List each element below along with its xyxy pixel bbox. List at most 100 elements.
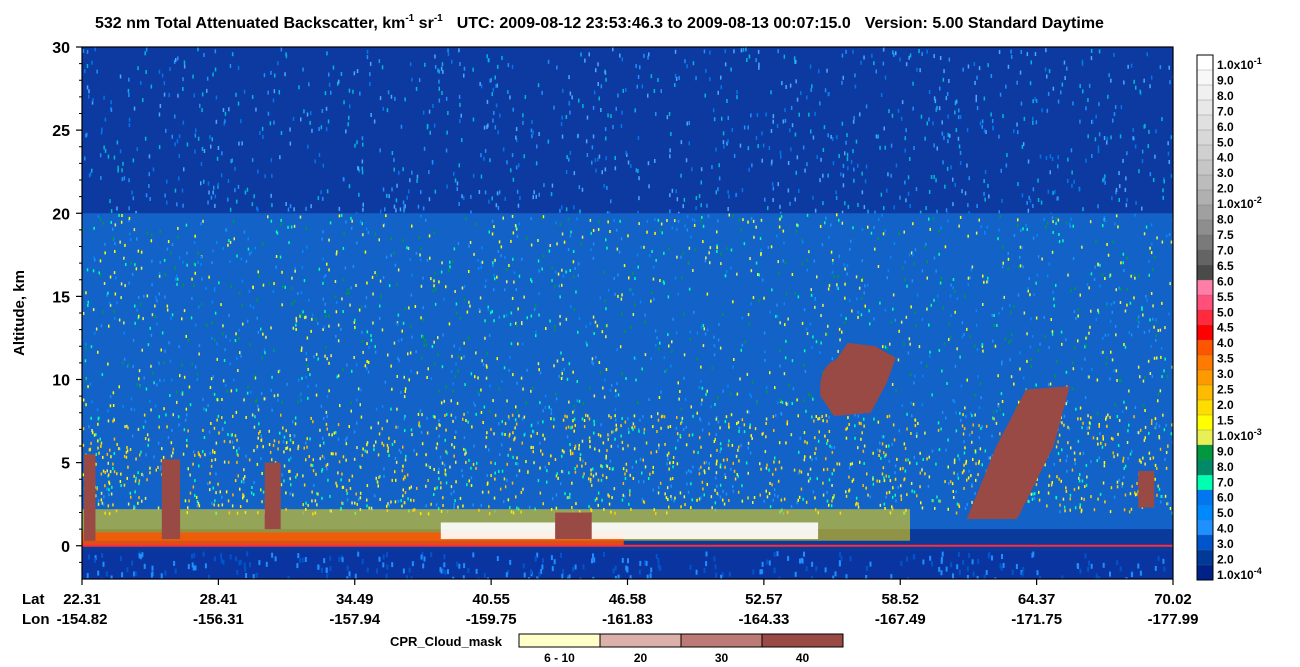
noise-speck — [698, 386, 701, 389]
noise-speck — [485, 376, 488, 380]
noise-speck — [992, 126, 994, 131]
noise-speck — [376, 568, 378, 574]
noise-speck — [406, 195, 408, 200]
noise-speck — [320, 125, 323, 130]
noise-speck — [411, 77, 413, 82]
noise-speck — [852, 149, 854, 154]
noise-speck — [743, 125, 746, 130]
noise-speck — [523, 415, 526, 419]
noise-speck — [361, 340, 363, 343]
noise-speck — [325, 314, 327, 318]
noise-speck — [724, 465, 726, 469]
noise-speck — [823, 125, 826, 130]
noise-speck — [278, 440, 280, 444]
noise-speck — [1019, 70, 1022, 75]
noise-speck — [749, 423, 751, 427]
noise-speck — [703, 568, 706, 573]
noise-speck — [732, 300, 734, 304]
noise-speck — [939, 86, 941, 91]
noise-speck — [381, 441, 383, 445]
noise-speck — [1087, 375, 1089, 379]
noise-speck — [538, 313, 540, 317]
noise-speck — [1039, 154, 1042, 159]
noise-speck — [184, 499, 187, 503]
noise-speck — [747, 220, 749, 224]
noise-speck — [891, 507, 894, 511]
noise-speck — [796, 501, 798, 505]
noise-speck — [225, 490, 228, 494]
noise-speck — [652, 488, 654, 492]
noise-speck — [1123, 269, 1125, 272]
noise-speck — [430, 502, 432, 506]
noise-speck — [685, 471, 688, 475]
noise-speck — [908, 337, 911, 341]
noise-speck — [827, 324, 829, 328]
noise-speck — [348, 571, 351, 577]
noise-speck — [1169, 80, 1171, 85]
noise-speck — [538, 571, 541, 577]
noise-speck — [139, 554, 142, 560]
noise-speck — [889, 342, 891, 346]
noise-speck — [516, 234, 519, 238]
noise-speck — [194, 494, 196, 498]
noise-speck — [263, 397, 266, 401]
noise-speck — [1090, 49, 1093, 53]
noise-speck — [438, 423, 440, 427]
noise-speck — [307, 384, 309, 388]
noise-speck — [220, 173, 223, 178]
noise-speck — [393, 167, 395, 172]
noise-speck — [164, 349, 166, 353]
noise-speck — [501, 420, 503, 424]
noise-speck — [885, 453, 887, 457]
noise-speck — [907, 191, 910, 196]
noise-speck — [833, 494, 835, 497]
noise-speck — [100, 324, 103, 328]
noise-speck — [1170, 135, 1173, 140]
noise-speck — [822, 303, 824, 307]
noise-speck — [569, 443, 571, 446]
noise-speck — [786, 402, 788, 406]
noise-speck — [499, 113, 501, 118]
noise-speck — [962, 432, 965, 436]
noise-speck — [477, 577, 480, 579]
noise-speck — [312, 420, 314, 424]
noise-speck — [1026, 200, 1028, 205]
noise-speck — [921, 269, 924, 273]
noise-speck — [1137, 563, 1140, 569]
noise-speck — [682, 252, 685, 256]
noise-speck — [963, 333, 965, 337]
noise-speck — [1134, 213, 1136, 217]
noise-speck — [287, 225, 289, 229]
noise-speck — [963, 469, 965, 473]
noise-speck — [989, 456, 991, 460]
noise-speck — [324, 91, 327, 96]
noise-speck — [702, 324, 705, 327]
noise-speck — [475, 466, 477, 470]
noise-speck — [110, 220, 112, 224]
noise-speck — [442, 69, 444, 74]
noise-speck — [594, 498, 597, 502]
noise-speck — [175, 58, 177, 62]
noise-speck — [882, 232, 885, 236]
noise-speck — [1071, 387, 1074, 391]
noise-speck — [553, 364, 555, 368]
noise-speck — [751, 163, 753, 168]
noise-speck — [935, 107, 937, 112]
noise-speck — [510, 311, 513, 315]
noise-speck — [892, 486, 894, 490]
noise-speck — [690, 470, 692, 474]
noise-speck — [463, 66, 466, 71]
noise-speck — [534, 507, 536, 511]
noise-speck — [82, 398, 85, 402]
noise-speck — [265, 335, 267, 339]
noise-speck — [666, 462, 668, 466]
noise-speck — [236, 254, 238, 258]
noise-speck — [288, 469, 290, 473]
noise-speck — [771, 159, 773, 164]
noise-speck — [726, 247, 728, 251]
noise-speck — [224, 119, 226, 124]
noise-speck — [206, 323, 208, 327]
noise-speck — [211, 261, 213, 265]
noise-speck — [739, 143, 742, 148]
noise-speck — [740, 443, 742, 447]
